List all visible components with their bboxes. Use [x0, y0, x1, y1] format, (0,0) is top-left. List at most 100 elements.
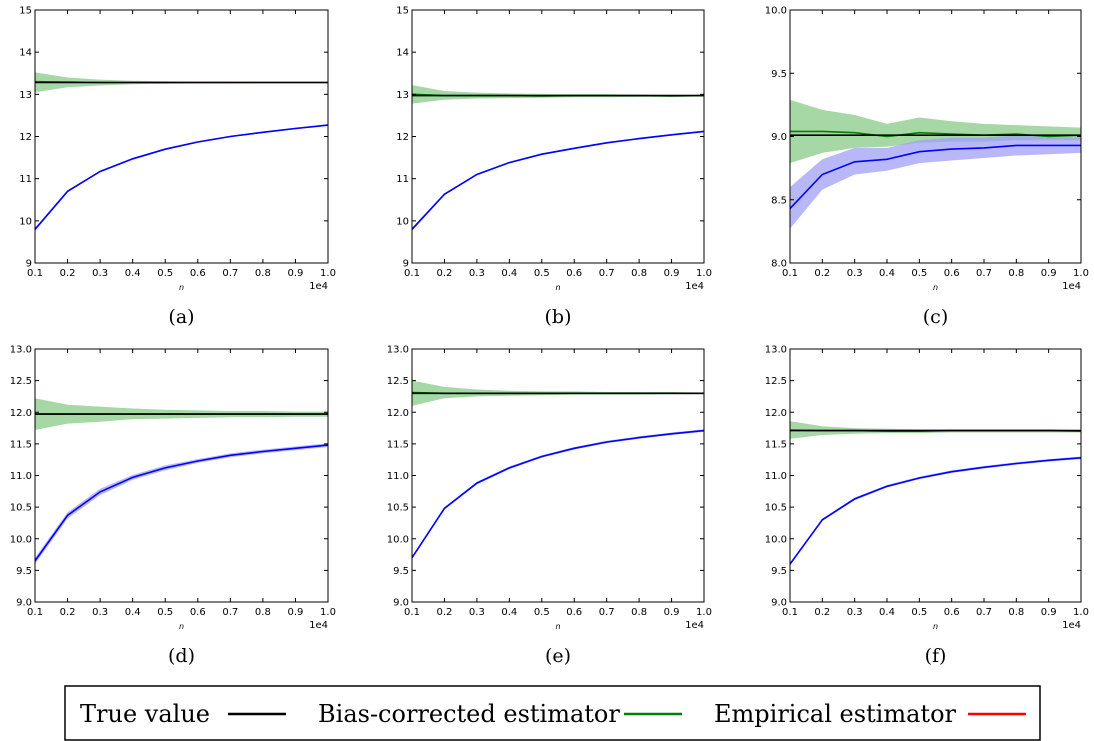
y-tick-label: 12	[19, 132, 32, 143]
band-empirical	[412, 429, 704, 559]
x-tick-label: 0.5	[911, 268, 927, 279]
x-tick-label: 0.5	[157, 268, 173, 279]
y-tick-label: 12.0	[765, 408, 787, 419]
plot-area	[790, 99, 1081, 229]
x-tick-label: 0.1	[782, 607, 798, 618]
x-axis-label: n	[555, 283, 560, 292]
x-tick-label: 0.3	[92, 268, 108, 279]
x-tick-label: 0.3	[469, 607, 485, 618]
y-tick-label: 10.0	[387, 534, 409, 545]
y-tick-label: 14	[396, 48, 409, 59]
x-tick-label: 0.8	[1008, 268, 1024, 279]
legend: True value Bias-corrected estimator Empi…	[64, 685, 1041, 741]
sub-caption: (e)	[545, 645, 571, 667]
x-tick-label: 1.0	[696, 607, 712, 618]
x-tick-label: 0.1	[404, 268, 420, 279]
y-tick-label: 12.0	[10, 408, 32, 419]
y-tick-label: 9.5	[393, 566, 409, 577]
x-axis-label: n	[933, 283, 938, 292]
x-tick-label: 0.6	[944, 607, 960, 618]
x-tick-label: 0.5	[157, 607, 173, 618]
y-tick-label: 13	[19, 90, 32, 101]
y-tick-label: 11.5	[10, 439, 32, 450]
y-tick-label: 11	[396, 174, 409, 185]
x-tick-label: 0.7	[599, 268, 615, 279]
y-tick-label: 12.5	[765, 376, 787, 387]
x-tick-label: 0.3	[847, 268, 863, 279]
y-tick-label: 15	[19, 6, 32, 17]
x-tick-label: 0.9	[1041, 607, 1057, 618]
plot-area	[412, 85, 704, 231]
band-empirical	[35, 124, 328, 231]
x-tick-label: 0.8	[631, 268, 647, 279]
x-tick-label: 0.5	[534, 268, 550, 279]
x-tick-label: 0.1	[404, 607, 420, 618]
x-multiplier: 1e4	[1062, 281, 1081, 292]
x-axis-label: n	[179, 622, 184, 631]
x-tick-label: 0.7	[976, 607, 992, 618]
legend-label-true-value: True value	[80, 700, 210, 728]
y-tick-label: 11.0	[387, 471, 409, 482]
legend-frame	[64, 685, 1041, 741]
x-tick-label: 0.6	[190, 268, 206, 279]
x-tick-label: 0.9	[1041, 268, 1057, 279]
line-empirical	[412, 130, 704, 230]
band-empirical	[412, 130, 704, 231]
y-tick-label: 15	[396, 6, 409, 17]
band-empirical	[790, 456, 1081, 566]
x-tick-label: 0.4	[501, 268, 517, 279]
x-tick-label: 0.9	[664, 268, 680, 279]
y-tick-label: 12.0	[387, 408, 409, 419]
x-axis-label: n	[555, 622, 560, 631]
y-tick-label: 11	[19, 174, 32, 185]
y-tick-label: 12.5	[387, 376, 409, 387]
x-tick-label: 0.7	[599, 607, 615, 618]
band-bias-corrected	[412, 85, 704, 104]
chart-panel-c: 8.0 8.5 9.0 9.5 10.0 0.1 0.2 0.3 0.4 0.5 0.6 0.7 0.8…	[765, 6, 1089, 329]
y-tick-label: 9	[26, 259, 32, 270]
y-tick-label: 10	[396, 216, 409, 227]
sub-caption: (d)	[168, 645, 195, 667]
chart-panel-e: 9.0 9.5 10.0 10.5 11.0 11.5 12.0 12.5 13.0 0.1 0.2…	[387, 345, 712, 668]
x-multiplier: 1e4	[309, 620, 328, 631]
y-tick-label: 9.0	[771, 132, 787, 143]
plot-area	[790, 421, 1081, 566]
x-tick-label: 0.1	[27, 607, 43, 618]
x-tick-label: 0.3	[847, 607, 863, 618]
x-tick-label: 0.7	[222, 607, 238, 618]
y-tick-label: 11.5	[765, 439, 787, 450]
chart-panel-a: 9 10 11 12 13 14 15 0.1 0.2 0.3 0.4 0.5 0.6 0.7 0.8 0.9…	[19, 6, 336, 329]
x-tick-label: 0.2	[814, 607, 830, 618]
x-tick-label: 0.4	[879, 268, 895, 279]
y-tick-label: 9.5	[16, 566, 32, 577]
x-multiplier: 1e4	[309, 281, 328, 292]
plot-frame	[411, 348, 705, 603]
y-tick-label: 11.0	[765, 471, 787, 482]
x-tick-label: 0.7	[222, 268, 238, 279]
y-tick-label: 13	[396, 90, 409, 101]
x-tick-label: 0.1	[782, 268, 798, 279]
x-tick-label: 0.7	[976, 268, 992, 279]
plot-area	[35, 398, 328, 565]
x-tick-label: 0.2	[60, 607, 76, 618]
y-tick-label: 9.0	[771, 598, 787, 609]
line-empirical	[790, 457, 1081, 565]
x-tick-label: 0.6	[944, 268, 960, 279]
x-tick-label: 0.9	[287, 607, 303, 618]
y-tick-label: 10.5	[387, 503, 409, 514]
plot-frame	[34, 348, 329, 603]
line-empirical	[35, 444, 328, 562]
x-tick-label: 0.8	[1008, 607, 1024, 618]
x-tick-label: 0.9	[664, 607, 680, 618]
band-empirical	[790, 135, 1081, 229]
x-tick-label: 0.1	[27, 268, 43, 279]
legend-label-empirical: Empirical estimator	[714, 700, 957, 728]
x-tick-label: 0.2	[436, 268, 452, 279]
line-empirical	[35, 124, 328, 230]
x-multiplier: 1e4	[1062, 620, 1081, 631]
x-tick-label: 1.0	[1073, 268, 1089, 279]
y-tick-label: 13.0	[765, 345, 787, 356]
y-tick-label: 9.0	[16, 598, 32, 609]
y-tick-label: 9.5	[771, 566, 787, 577]
